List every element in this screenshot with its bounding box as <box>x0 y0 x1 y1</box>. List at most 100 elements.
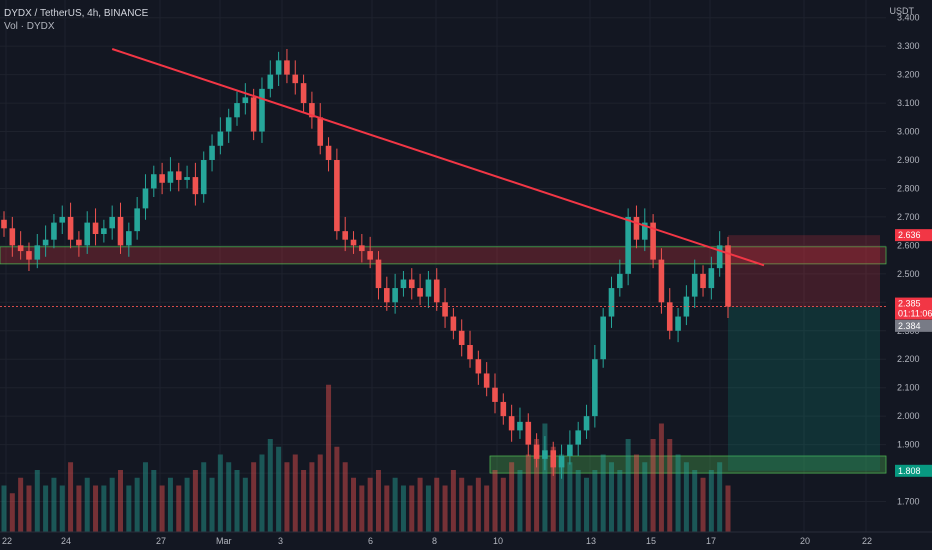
volume-bar <box>484 485 490 532</box>
currency-label: USDT <box>889 6 915 16</box>
candle-body <box>167 171 174 183</box>
volume-bar <box>142 462 148 532</box>
volume-bar <box>209 477 215 532</box>
volume-bar <box>151 470 157 532</box>
volume-bar <box>276 446 282 532</box>
volume-bar <box>9 493 15 532</box>
candle-body <box>575 430 582 445</box>
y-tick-label: 2.600 <box>897 240 920 250</box>
volume-bar <box>326 384 332 532</box>
y-tick-label: 3.100 <box>897 98 920 108</box>
volume-bar <box>392 477 398 532</box>
candle-body <box>683 296 690 317</box>
price-tag-last <box>895 297 932 310</box>
volume-bar <box>450 470 456 532</box>
y-tick-label: 3.300 <box>897 41 920 51</box>
candle-body <box>101 228 107 234</box>
volume-bar <box>226 462 232 532</box>
candle-body <box>1 219 7 229</box>
volume-bar <box>59 485 65 532</box>
volume-bar <box>301 470 307 532</box>
volume-bar <box>575 470 581 532</box>
volume-bar <box>717 462 723 532</box>
volume-bar <box>1 485 7 532</box>
volume-bar <box>708 470 714 532</box>
volume-bar <box>68 462 74 532</box>
volume-bar <box>134 477 140 532</box>
volume-bar <box>284 462 290 532</box>
volume-bar <box>675 454 681 532</box>
candle-body <box>117 216 124 246</box>
candle-body <box>292 74 299 84</box>
volume-bar <box>400 485 406 532</box>
volume-bar <box>359 485 365 532</box>
price-tag-entry <box>895 319 932 332</box>
candle-body <box>217 131 224 146</box>
volume-bar <box>234 470 240 532</box>
volume-bar <box>442 485 448 532</box>
candle-body <box>458 330 465 345</box>
candle-body <box>533 444 540 459</box>
volume-bar <box>434 477 440 532</box>
price-tag-label-target: 1.808 <box>898 466 921 476</box>
candle-body <box>317 117 324 146</box>
volume-indicator-label: Vol · DYDX <box>4 21 55 32</box>
candle-body <box>34 245 41 260</box>
volume-bar <box>342 462 348 532</box>
volume-bar <box>567 462 573 532</box>
volume-bar <box>192 470 198 532</box>
candle-body <box>26 251 32 260</box>
candle-body <box>675 316 681 331</box>
candle-body <box>716 245 723 269</box>
candle-body <box>209 145 215 160</box>
volume-bar <box>43 485 49 532</box>
price-tag-stop <box>895 229 932 242</box>
candle-body <box>500 401 507 417</box>
candle-body <box>334 160 340 232</box>
volume-bar <box>467 485 473 532</box>
candle-body <box>408 279 415 289</box>
candle-body <box>600 316 606 360</box>
volume-bar <box>384 485 390 532</box>
volume-bar <box>18 477 24 532</box>
volume-bar <box>725 485 731 532</box>
volume-bar <box>667 439 673 532</box>
candle-body <box>325 145 332 160</box>
y-tick-label: 2.700 <box>897 212 920 222</box>
volume-bar <box>542 423 548 532</box>
candle-body <box>275 60 282 75</box>
volume-bar <box>642 462 648 532</box>
candle-body <box>59 216 66 223</box>
candle-body <box>708 268 715 289</box>
candle-body <box>492 387 498 402</box>
symbol-title: DYDX / TetherUS, 4h, BINANCE <box>4 8 149 19</box>
volume-bar <box>176 485 182 532</box>
candle-body <box>126 231 132 246</box>
volume-bar <box>375 470 381 532</box>
y-tick-label: 3.200 <box>897 70 920 80</box>
candle-body <box>375 259 382 289</box>
x-tick-label: 8 <box>432 536 437 546</box>
volume-bar <box>459 477 465 532</box>
candle-body <box>342 231 348 240</box>
candle-body <box>384 288 390 303</box>
candle-body <box>150 174 157 189</box>
candle-body <box>450 316 457 331</box>
candle-body <box>392 288 398 303</box>
volume-bar <box>126 485 132 532</box>
candle-body <box>558 456 565 468</box>
candle-body <box>475 359 482 374</box>
volume-bar <box>625 439 631 532</box>
volume-bar <box>534 439 540 532</box>
candle-body <box>259 88 265 132</box>
stop-loss-zone <box>728 235 880 307</box>
resistance-zone <box>0 246 887 265</box>
volume-bar <box>584 477 590 532</box>
volume-bar <box>525 454 531 532</box>
candle-body <box>225 117 232 132</box>
volume-bar <box>650 439 656 532</box>
y-tick-label: 3.400 <box>897 13 920 23</box>
y-tick-label: 2.100 <box>897 383 920 393</box>
